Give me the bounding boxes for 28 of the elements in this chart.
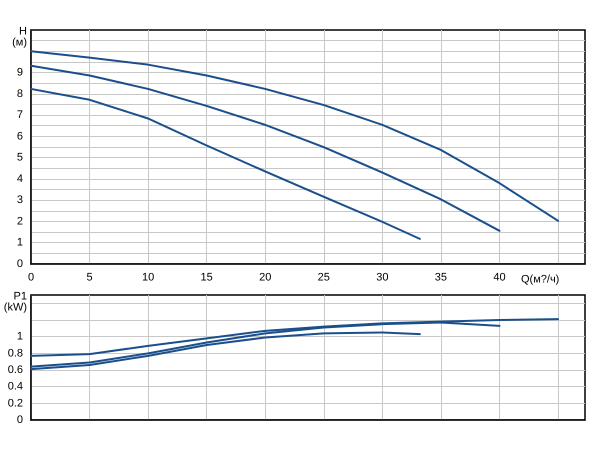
y-tick-label: 2 bbox=[16, 215, 23, 228]
y-tick-label: 3 bbox=[16, 194, 23, 206]
y-axis-title: P1 (kW) bbox=[4, 290, 27, 314]
y-tick-label: 8 bbox=[16, 88, 23, 100]
y-tick-label: 0.6 bbox=[8, 364, 23, 376]
y-tick-label: 7 bbox=[16, 109, 23, 122]
x-tick-label: 25 bbox=[318, 272, 330, 284]
x-tick-label: 10 bbox=[142, 272, 154, 284]
y-tick-label: 0.8 bbox=[8, 347, 23, 360]
y-tick-label: 0.4 bbox=[8, 380, 23, 393]
y-tick-label: 1 bbox=[16, 330, 23, 343]
x-axis-title: Q(м?/ч) bbox=[521, 274, 560, 286]
y-tick-label: 5 bbox=[16, 152, 23, 164]
y-tick-label: 0 bbox=[16, 258, 23, 270]
x-tick-label: 40 bbox=[493, 272, 506, 284]
y-tick-label: 9 bbox=[16, 66, 23, 79]
y-tick-label: 0.2 bbox=[8, 397, 23, 410]
x-tick-label: 20 bbox=[259, 272, 272, 284]
x-tick-label: 30 bbox=[376, 272, 388, 284]
x-tick-label: 35 bbox=[434, 272, 448, 284]
x-tick-label: 15 bbox=[200, 272, 213, 284]
y-tick-label: 1 bbox=[16, 236, 23, 249]
y-tick-label: 4 bbox=[16, 172, 23, 185]
y-axis-title: H (м) bbox=[12, 26, 28, 48]
y-tick-label: 6 bbox=[16, 130, 23, 142]
y-tick-label: 0 bbox=[16, 414, 23, 426]
x-tick-label: 0 bbox=[28, 272, 34, 284]
x-tick-label: 5 bbox=[86, 272, 93, 284]
